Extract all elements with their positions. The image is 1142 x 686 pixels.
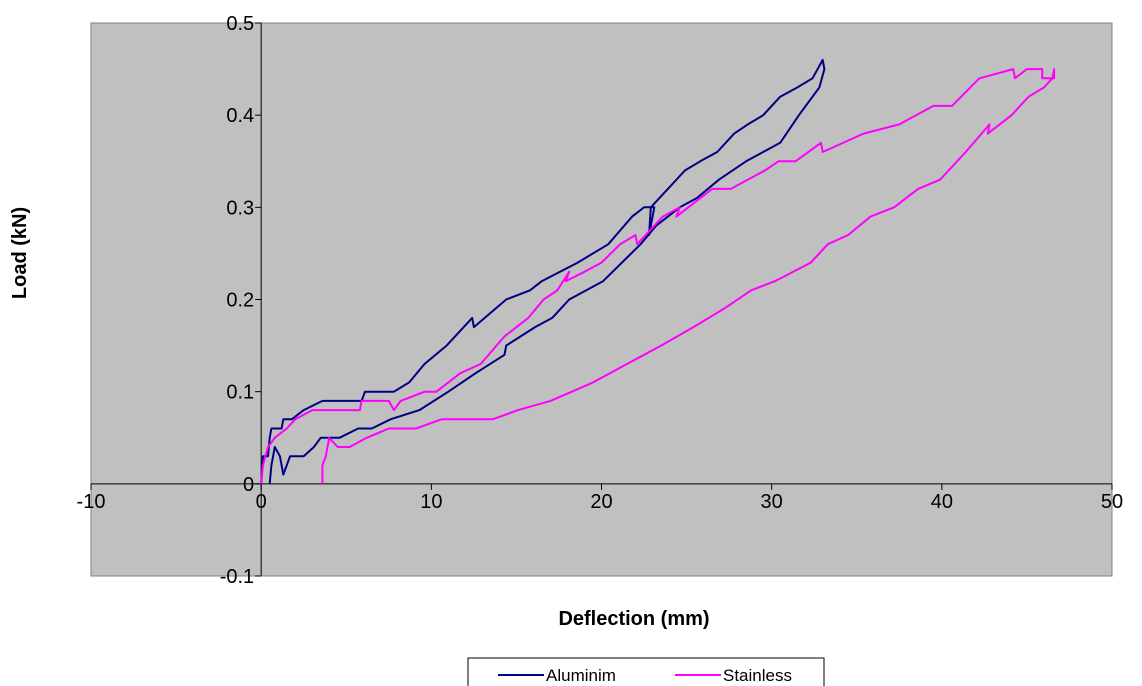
x-tick-label: 0	[256, 491, 267, 513]
x-tick-label: -10	[77, 491, 106, 513]
x-axis-title: Deflection (mm)	[558, 608, 709, 630]
y-tick-label: 0.3	[226, 197, 254, 219]
series-line-aluminim	[260, 58, 826, 484]
x-tick-label: 50	[1101, 491, 1123, 513]
x-tick-label: 20	[590, 491, 612, 513]
series-line-stainless	[260, 68, 1056, 484]
x-tick-label: 40	[931, 491, 953, 513]
x-tick-label: 10	[420, 491, 442, 513]
legend-label-aluminim: Aluminim	[546, 666, 616, 685]
legend-label-stainless: Stainless	[723, 666, 792, 685]
y-tick-label: -0.1	[220, 566, 254, 588]
legend-box	[467, 657, 825, 686]
y-tick-label: 0	[243, 474, 254, 496]
y-tick-label: 0.5	[226, 13, 254, 35]
y-axis-title: Load (kN)	[9, 207, 31, 299]
axes	[90, 22, 1113, 577]
x-tick-label: 30	[761, 491, 783, 513]
tick-labels: -10 0 10 20 30 40 50 -0.1 0 0.1 0.2 0.3 0.4 0.5	[77, 13, 1124, 588]
y-tick-label: 0.4	[226, 105, 254, 127]
series-layer	[260, 58, 1056, 484]
y-tick-label: 0.2	[226, 290, 254, 312]
y-tick-label: 0.1	[226, 382, 254, 404]
legend: Aluminim Stainless	[467, 657, 825, 686]
